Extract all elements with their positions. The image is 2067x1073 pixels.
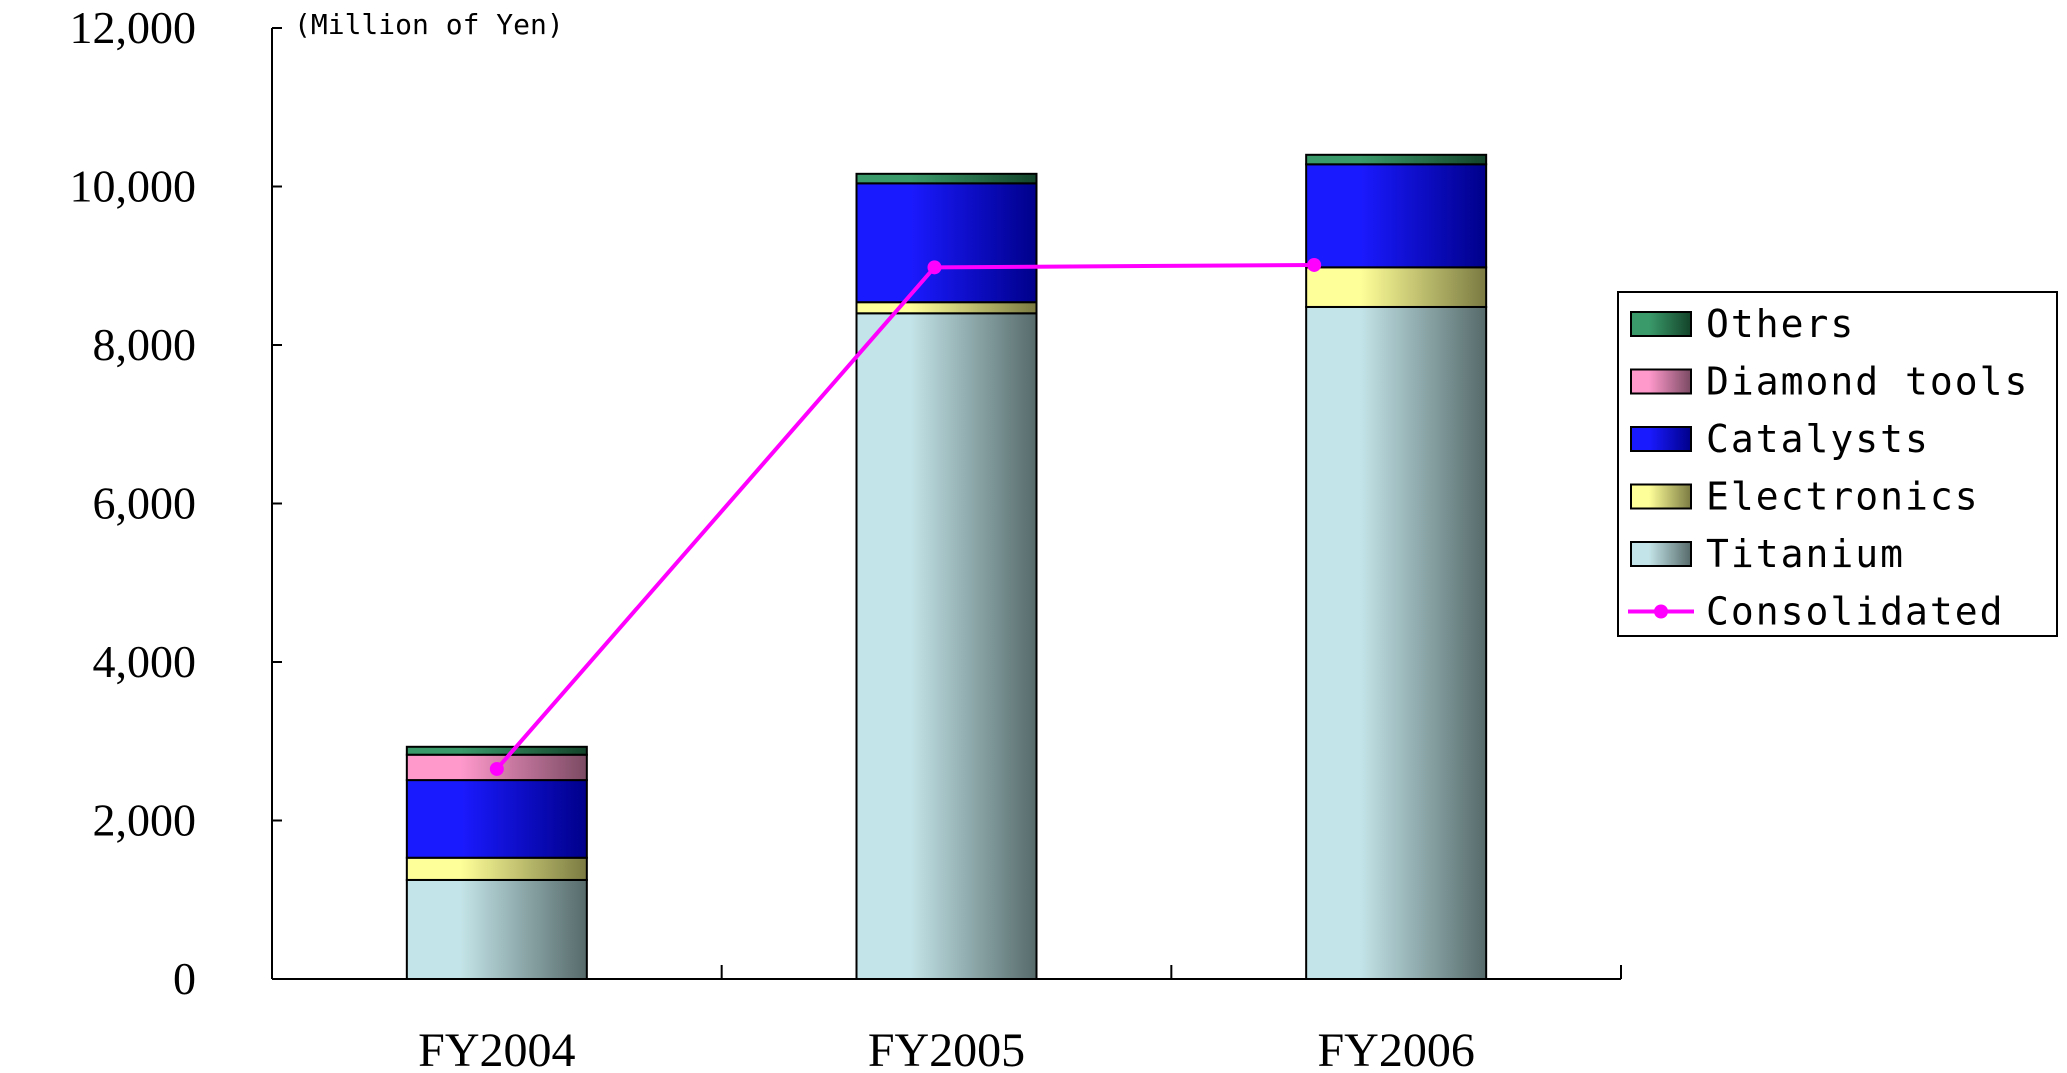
tick-labels-layer: 0 2,000 4,000 6,000 8,000 10,000 12,000 FY2004 F… <box>70 2 1475 1073</box>
legend-swatch-electronics <box>1630 483 1692 510</box>
bar-titanium-fy2006 <box>1305 305 1488 980</box>
bar-titanium-fy2005 <box>855 312 1038 980</box>
legend-swatch-others <box>1630 311 1692 337</box>
y-tick-label: 2,000 <box>93 795 197 846</box>
legend-label-electronics: Electronics <box>1706 475 1980 519</box>
bar-catalysts-fy2004 <box>405 779 588 859</box>
consolidated-point <box>489 761 504 776</box>
legend-swatch-catalysts <box>1630 426 1692 452</box>
y-tick-label: 4,000 <box>93 636 197 687</box>
bar-electronics-fy2005 <box>855 301 1038 315</box>
bar-others-fy2006 <box>1305 153 1488 166</box>
legend-label-diamond-tools: Diamond tools <box>1706 360 2029 404</box>
bar-catalysts-fy2005 <box>855 182 1038 304</box>
consolidated-line-layer <box>489 257 1322 776</box>
consolidated-point <box>1307 257 1322 272</box>
bars-layer <box>405 153 1488 980</box>
legend-marker-consolidated <box>1654 604 1668 619</box>
legend-label-others: Others <box>1706 302 1855 346</box>
legend-box <box>1617 291 2058 637</box>
bar-others-fy2005 <box>855 172 1038 185</box>
legend-swatch-diamond-tools <box>1630 368 1692 395</box>
x-tick-label: FY2005 <box>868 1024 1025 1073</box>
bar-others-fy2004 <box>405 745 588 756</box>
y-tick-label: 8,000 <box>93 319 197 370</box>
legend-label-titanium: Titanium <box>1706 532 1905 576</box>
legend-swatch-titanium <box>1630 541 1692 567</box>
bar-electronics-fy2006 <box>1305 266 1488 308</box>
legend: Others Diamond tools Catalysts Electronics T… <box>1617 291 2058 637</box>
axes-layer <box>271 27 1622 980</box>
x-tick-label: FY2006 <box>1317 1024 1474 1073</box>
legend-label-catalysts: Catalysts <box>1706 417 1930 461</box>
legend-label-consolidated: Consolidated <box>1706 590 2005 634</box>
y-tick-label: 10,000 <box>70 161 197 212</box>
y-unit-label: (Million of Yen) <box>294 8 564 41</box>
bar-catalysts-fy2006 <box>1305 163 1488 269</box>
consolidated-point <box>927 260 942 275</box>
y-tick-label: 12,000 <box>70 2 197 53</box>
y-tick-label: 0 <box>173 953 196 1004</box>
bar-electronics-fy2004 <box>405 856 588 881</box>
x-tick-label: FY2004 <box>418 1024 575 1073</box>
y-tick-label: 6,000 <box>93 478 197 529</box>
bar-titanium-fy2004 <box>405 878 588 980</box>
